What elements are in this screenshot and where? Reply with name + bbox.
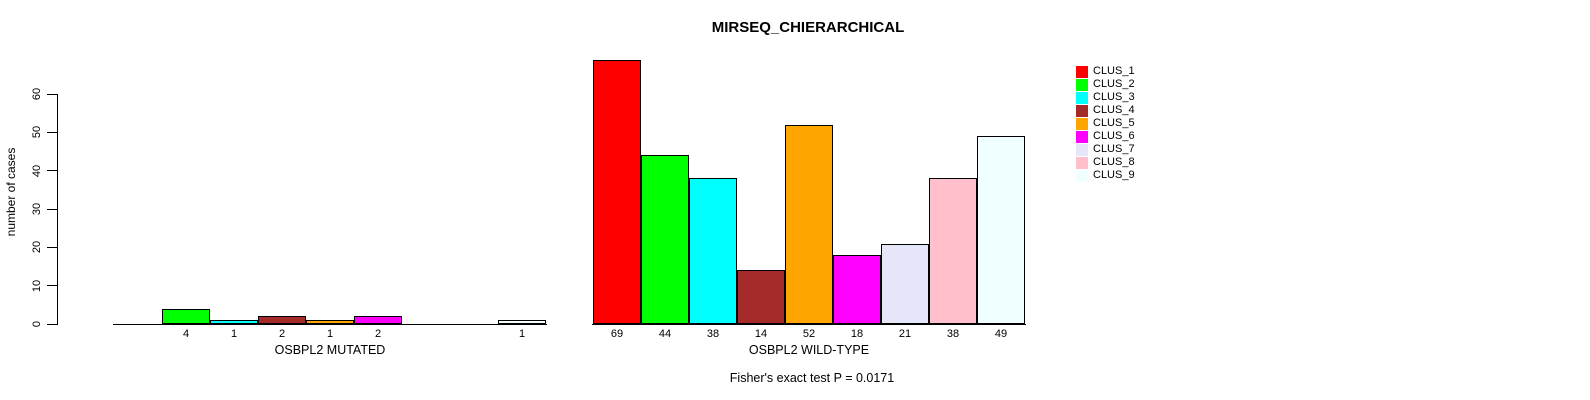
bar-value-label: 14: [754, 328, 768, 340]
bar-clus_2-wild-type: [641, 155, 689, 324]
y-axis-tick: [47, 323, 57, 325]
legend-swatch-clus_8: [1076, 156, 1088, 169]
bar-value-label: 18: [850, 328, 864, 340]
legend-label-clus_2: CLUS_2: [1093, 78, 1135, 91]
legend-label-clus_6: CLUS_6: [1093, 130, 1135, 143]
y-axis-tick-label: 10: [30, 279, 43, 292]
bar-clus_4-mutated: [258, 316, 306, 324]
y-axis-tick: [47, 131, 57, 133]
legend-swatch-clus_3: [1076, 91, 1088, 104]
y-axis-tick: [47, 170, 57, 172]
legend-swatch-clus_2: [1076, 78, 1088, 91]
bar-clus_9-mutated: [498, 320, 546, 324]
legend-label-clus_7: CLUS_7: [1093, 143, 1135, 156]
bar-clus_7-wild-type: [881, 243, 929, 324]
bar-value-label: 1: [518, 328, 526, 340]
bar-clus_2-mutated: [162, 308, 210, 324]
y-axis-tick: [47, 93, 57, 95]
bar-clus_6-wild-type: [833, 255, 881, 324]
y-axis-tick: [47, 285, 57, 287]
y-axis-tick-label: 60: [30, 87, 43, 101]
bar-value-label: 69: [610, 328, 624, 340]
bar-clus_3-wild-type: [689, 178, 737, 324]
bar-clus_3-mutated: [210, 320, 258, 324]
y-axis-tick-label: 30: [30, 202, 43, 216]
bar-value-label: 44: [658, 328, 672, 340]
y-axis-tick-label: 50: [30, 126, 43, 139]
bar-value-label: 38: [946, 328, 960, 340]
y-axis-tick-label: 0: [30, 320, 43, 328]
x-axis-label-wildtype: OSBPL2 WILD-TYPE: [748, 343, 870, 357]
bar-clus_6-mutated: [354, 316, 402, 324]
legend-label-clus_3: CLUS_3: [1093, 91, 1135, 104]
bar-value-label: 2: [374, 328, 382, 340]
legend-swatch-clus_4: [1076, 104, 1088, 117]
bar-clus_4-wild-type: [737, 270, 785, 324]
x-axis-label-mutated: OSBPL2 MUTATED: [274, 343, 386, 357]
bar-value-label: 2: [278, 328, 286, 340]
bar-value-label: 49: [994, 328, 1008, 340]
bar-value-label: 52: [802, 328, 816, 340]
chart-title: MIRSEQ_CHIERARCHICAL: [711, 19, 905, 36]
bar-clus_8-wild-type: [929, 178, 977, 324]
legend-swatch-clus_5: [1076, 117, 1088, 130]
bar-clus_5-wild-type: [785, 124, 833, 324]
bar-value-label: 38: [706, 328, 720, 340]
bar-value-label: 1: [326, 328, 334, 340]
y-axis-line: [57, 94, 58, 325]
legend-label-clus_8: CLUS_8: [1093, 156, 1135, 169]
bar-value-label: 21: [898, 328, 912, 340]
x-axis-line: [113, 324, 547, 325]
bar-clus_1-wild-type: [593, 59, 641, 324]
legend-swatch-clus_6: [1076, 130, 1088, 143]
legend-label-clus_4: CLUS_4: [1093, 104, 1135, 117]
fisher-test-annotation: Fisher's exact test P = 0.0171: [729, 371, 895, 385]
y-axis-tick: [47, 208, 57, 210]
x-axis-line: [592, 324, 1026, 325]
bar-value-label: 4: [182, 328, 190, 340]
y-axis-tick-label: 40: [30, 164, 43, 177]
bar-clus_9-wild-type: [977, 136, 1025, 324]
legend-label-clus_5: CLUS_5: [1093, 117, 1135, 130]
legend-swatch-clus_1: [1076, 65, 1088, 78]
legend-label-clus_9: CLUS_9: [1093, 169, 1135, 182]
y-axis-label: number of cases: [4, 147, 18, 237]
legend-label-clus_1: CLUS_1: [1093, 65, 1135, 77]
bar-clus_5-mutated: [306, 320, 354, 324]
legend-swatch-clus_7: [1076, 143, 1088, 156]
y-axis-tick: [47, 246, 57, 248]
legend-swatch-clus_9: [1076, 169, 1088, 182]
y-axis-tick-label: 20: [30, 241, 43, 254]
bar-value-label: 1: [230, 328, 238, 340]
